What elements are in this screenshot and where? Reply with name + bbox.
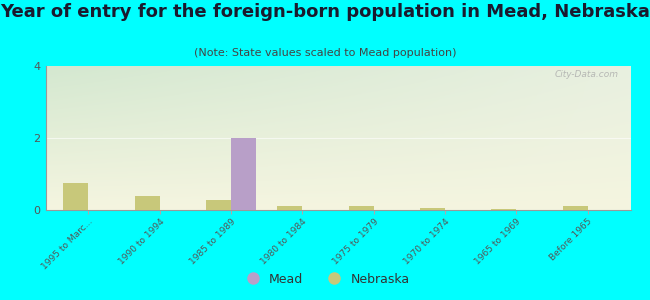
Bar — [135, 196, 160, 210]
Legend: Mead, Nebraska: Mead, Nebraska — [235, 268, 415, 291]
Bar — [348, 206, 374, 210]
Bar — [206, 200, 231, 210]
Bar — [278, 206, 302, 210]
Text: Year of entry for the foreign-born population in Mead, Nebraska: Year of entry for the foreign-born popul… — [0, 3, 650, 21]
Text: (Note: State values scaled to Mead population): (Note: State values scaled to Mead popul… — [194, 48, 456, 58]
Bar — [420, 208, 445, 210]
Bar — [563, 206, 588, 210]
Bar — [63, 183, 88, 210]
Text: City-Data.com: City-Data.com — [555, 70, 619, 79]
Bar — [491, 209, 516, 210]
Bar — [231, 138, 256, 210]
